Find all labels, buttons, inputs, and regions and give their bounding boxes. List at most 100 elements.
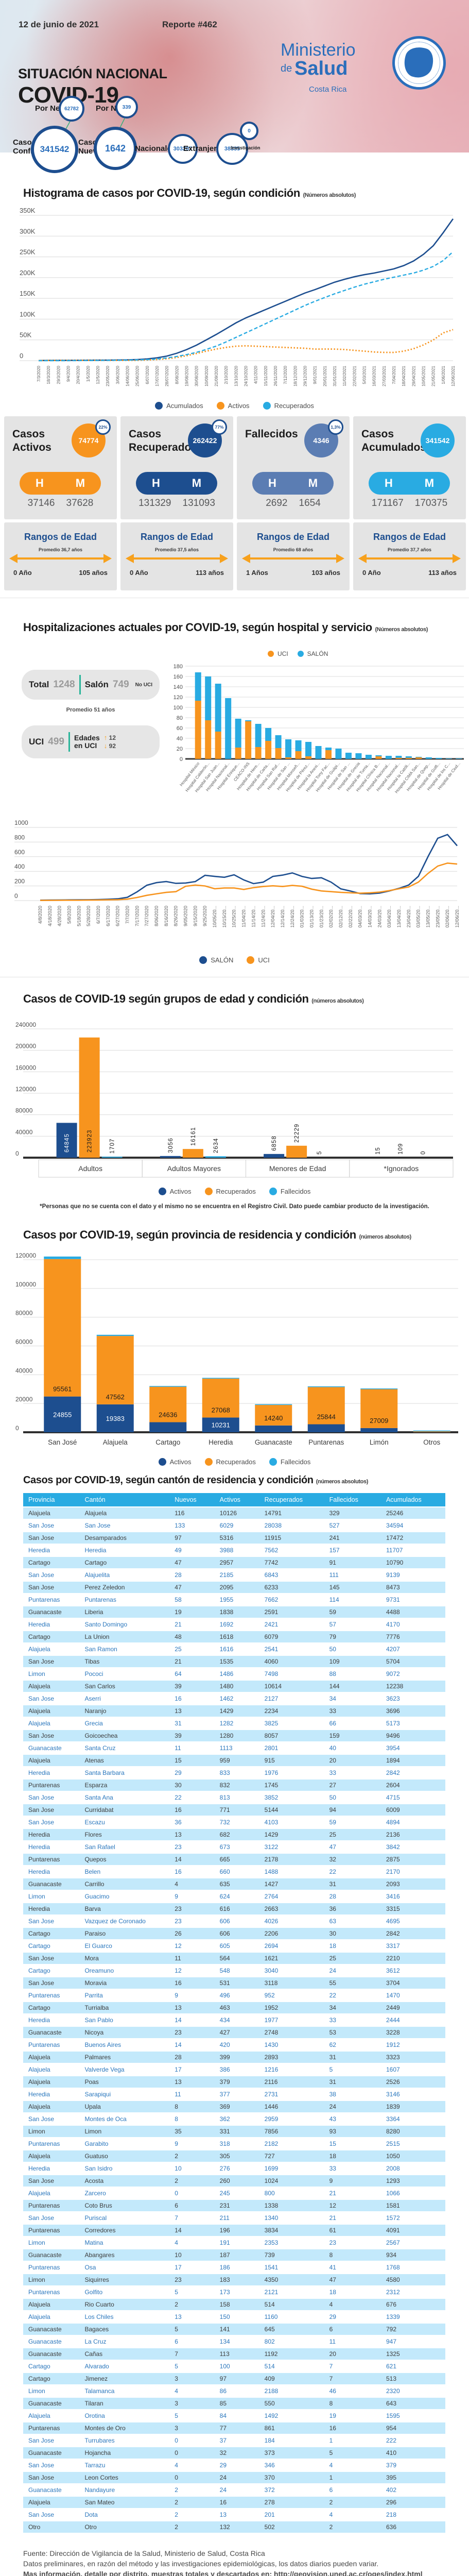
table-cell: 23 [175,1905,182,1912]
table-cell: Carrillo [84,1880,105,1888]
table-cell: 2 [329,2523,333,2531]
table-row: San Jose Acosta 2 260 1024 9 1293 [23,2175,445,2187]
table-cell: Puntarenas [28,2289,60,2296]
table-cell: 8473 [386,1584,400,1591]
table-cell: 813 [219,1794,230,1801]
chart-shape [349,1159,454,1178]
chart-label: 03/05/20... [416,906,421,928]
table-cell: San Rafael [84,1843,115,1851]
table-cell: 1745 [264,1782,279,1789]
table-cell: 4 [175,2239,178,2246]
chart-label: Adultos Mayores [167,1164,221,1173]
table-cell: San Jose [28,1979,55,1987]
chart-label: 12/24/20... [290,906,295,928]
table-cell: 10126 [219,1510,237,1517]
chart-label: 15/11/2020 [264,365,268,386]
chart-label: 4/18/2020 [47,906,53,926]
legend-prov-activos: Activos [169,1458,192,1466]
table-cell: 24 [219,2474,227,2481]
table-cell: 9139 [386,1571,400,1579]
table-cell: 13 [175,2313,182,2320]
chart-label: 02/02/20... [328,906,334,928]
chart-label: 6/27/2020 [115,906,120,926]
chart-label: 40000 [15,1128,33,1136]
chart-shape [360,1428,398,1432]
table-cell: 18 [329,1942,336,1950]
chart-label: 03/04/20... [387,906,392,928]
table-cell: 832 [219,1782,230,1789]
table-cell: 2957 [219,1559,234,1566]
chart-label: Adultos [78,1164,102,1173]
chart-label: 0 [15,1150,19,1157]
table-cell: 739 [264,2251,275,2259]
table-row: Heredia San Rafael 23 673 3122 47 3842 [23,1841,445,1853]
table-cell: Guanacaste [28,2400,62,2407]
chart-label: 24636 [159,1411,177,1418]
table-cell: 513 [386,2375,396,2382]
table-cell: 23 [175,2029,182,2036]
table-cell: 25246 [386,1510,404,1517]
table-cell: 1339 [386,2313,400,2320]
table-cell: 2875 [386,1856,400,1863]
table-cell: Cartago [28,2004,50,2011]
table-cell: 2353 [264,2239,279,2246]
table-cell: Abangares [84,2251,115,2259]
table-cell: 31 [175,1720,182,1727]
casos-nuevos-bubble: 1642 [94,127,137,170]
table-cell: 377 [219,2091,230,2098]
table-cell: 9 [175,1893,178,1900]
province-chart-title: Casos por COVID-19, según provincia de r… [23,1228,411,1241]
table-cell: Heredia [28,1769,50,1776]
table-cell: 1488 [264,1868,279,1875]
chart-label: 29/04/2021 [411,365,416,386]
table-row: Guanacaste Abangares 10 187 739 8 934 [23,2249,445,2261]
chart-label: 7/17/2020 [134,906,140,926]
table-cell: San Jose [28,1732,55,1739]
table-cell: 606 [219,1918,230,1925]
table-cell: Grecia [84,1720,103,1727]
table-cell: 21 [175,1658,182,1665]
table-cell: 49 [175,1547,182,1554]
edades-label-1: Edades [74,734,100,742]
table-cell: Oreamuno [84,1967,114,1974]
table-cell: 2 [175,2177,178,2184]
chart-label: 5/18/2020 [76,906,81,926]
chart-label: 24/10/2020 [244,365,249,386]
chart-label: 15 [375,1147,381,1155]
table-cell: 7 [175,2350,178,2358]
chart-label: 9/01/2021 [313,365,318,384]
table-cell: 496 [219,1992,230,1999]
chart-label: 400 [14,863,25,870]
table-row: San Jose Aserri 16 1462 2127 34 3623 [23,1693,445,1704]
table-cell: Escazu [84,1819,105,1826]
table-cell: 5 [175,2363,178,2370]
table-cell: 915 [264,1757,275,1764]
table-cell: 23 [175,1843,182,1851]
table-cell: Cartago [28,1930,50,1937]
table-cell: Alajuela [28,2054,50,2061]
table-cell: 8057 [264,1732,279,1739]
table-cell: San Jose [28,2474,55,2481]
uci-dot-icon [268,651,274,657]
table-cell: Alajuela [28,2190,50,2197]
card-title: Casos Acumulados [361,428,427,453]
table-cell: 676 [386,2301,396,2308]
fallecidos-dot-icon [269,1458,277,1466]
chart-shape [255,1404,292,1405]
table-row: San Jose Dota 2 13 201 4 218 [23,2509,445,2520]
chart-label: 11/24/20... [260,906,266,927]
chart-label: 04/03/20... [358,906,363,928]
chart-shape [265,728,272,741]
table-cell: 410 [386,2449,396,2456]
table-cell: 29 [175,1769,182,1776]
seal-ring [398,42,440,84]
chart-shape [295,740,302,751]
table-row: Cartago Paraiso 26 606 2206 30 2842 [23,1928,445,1939]
table-cell: 141 [219,2326,230,2333]
chart-label: 3/06/2020 [115,365,120,384]
table-cell: 3954 [386,1744,400,1752]
table-cell: 94 [329,1806,336,1814]
table-cell: La Cruz [84,2338,107,2345]
table-cell: 8 [329,2400,333,2407]
